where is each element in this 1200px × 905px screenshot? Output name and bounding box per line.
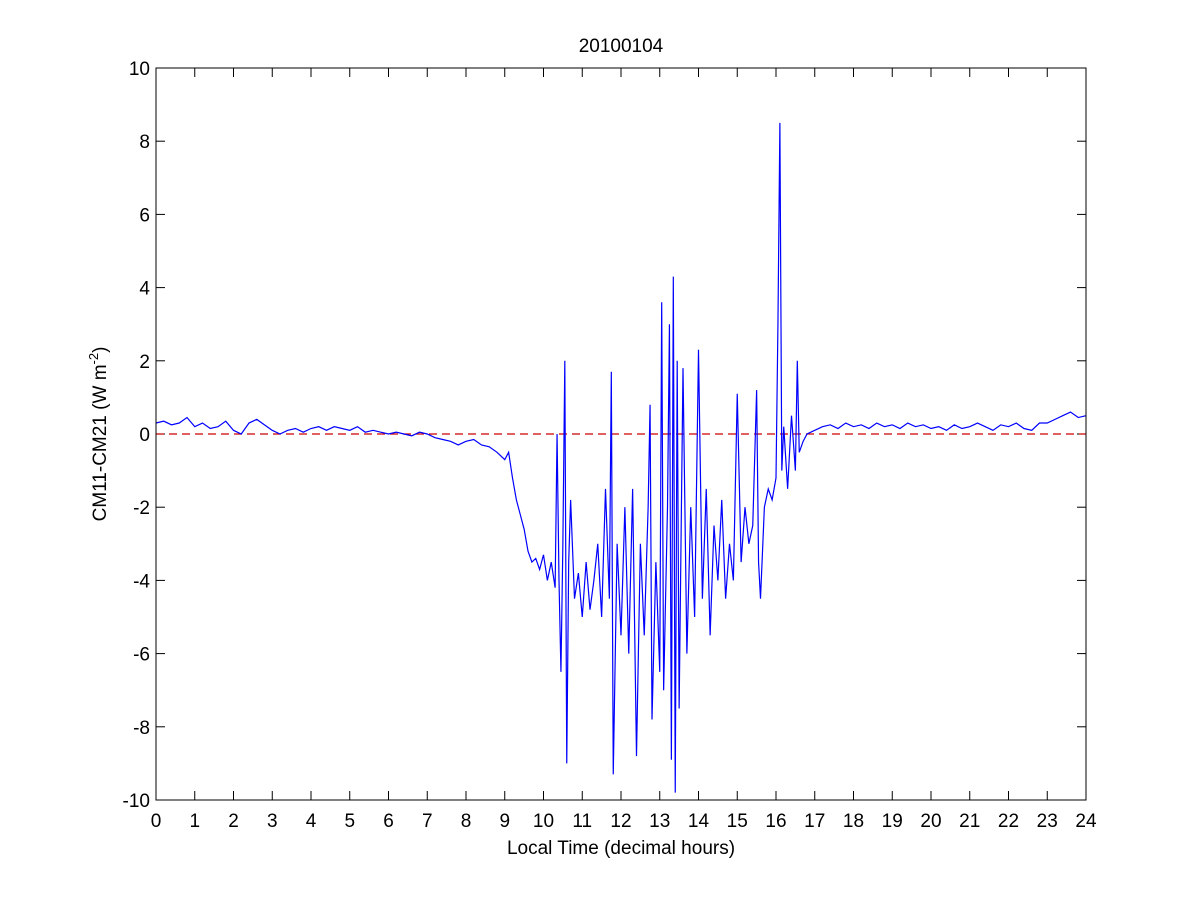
y-tick-label: -6 — [133, 645, 150, 666]
x-tick-label: 0 — [151, 811, 162, 832]
x-tick-label: 4 — [306, 811, 317, 832]
x-tick-label: 7 — [422, 811, 433, 832]
x-tick-label: 9 — [499, 811, 510, 832]
x-tick-label: 20 — [920, 811, 941, 832]
y-tick-label: 6 — [139, 205, 150, 226]
x-tick-label: 2 — [228, 811, 239, 832]
x-tick-label: 15 — [727, 811, 748, 832]
axes-box — [155, 67, 1087, 801]
x-tick-label: 1 — [189, 811, 200, 832]
x-tick-label: 17 — [804, 811, 825, 832]
x-tick-label: 12 — [610, 811, 631, 832]
x-tick-label: 18 — [843, 811, 864, 832]
x-tick-label: 13 — [649, 811, 670, 832]
x-tick-label: 3 — [267, 811, 278, 832]
y-tick-label: 10 — [129, 59, 150, 80]
y-axis-label-sup: -2 — [86, 353, 101, 365]
x-tick-label: 14 — [688, 811, 710, 832]
y-axis-label-end: ) — [90, 347, 111, 353]
plot-area — [156, 68, 1086, 800]
y-tick-label: 4 — [139, 279, 150, 300]
x-tick-label: 10 — [533, 811, 554, 832]
x-tick-label: 16 — [765, 811, 786, 832]
x-tick-label: 5 — [344, 811, 355, 832]
y-tick-label: 8 — [139, 132, 150, 153]
x-tick-label: 23 — [1037, 811, 1058, 832]
x-tick-label: 11 — [572, 811, 592, 832]
y-axis-label: CM11-CM21 (W m-2) — [86, 347, 111, 522]
data-line — [155, 122, 1087, 793]
chart-title: 20100104 — [579, 36, 664, 57]
y-tick-label: 0 — [139, 425, 150, 446]
x-tick-label: 24 — [1075, 811, 1097, 832]
x-tick-label: 19 — [882, 811, 903, 832]
y-tick-label: -4 — [133, 571, 150, 592]
y-tick-label: 2 — [139, 352, 150, 373]
y-axis-label-main: CM11-CM21 (W m — [90, 364, 111, 521]
y-tick-label: -2 — [133, 498, 150, 519]
x-axis-label: Local Time (decimal hours) — [507, 838, 735, 859]
x-tick-label: 21 — [959, 811, 980, 832]
x-tick-label: 8 — [461, 811, 472, 832]
x-tick-label: 6 — [383, 811, 394, 832]
y-tick-label: -8 — [133, 718, 150, 739]
y-tick-label: -10 — [123, 791, 150, 812]
x-tick-label: 22 — [998, 811, 1019, 832]
